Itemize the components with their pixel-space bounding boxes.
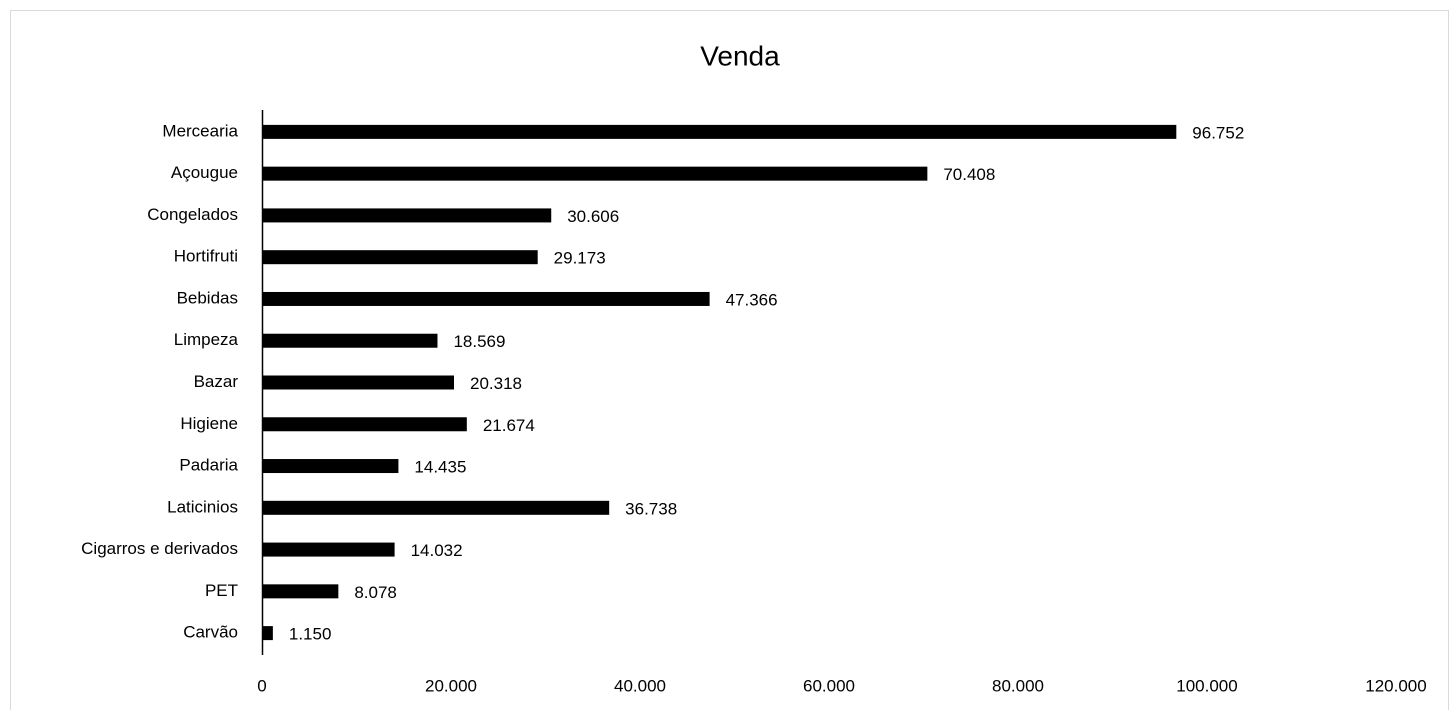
chart-title: Venda [700,40,780,71]
data-label: 1.150 [289,625,332,644]
x-tick-label: 20.000 [425,676,477,695]
bar [262,542,395,557]
x-tick-label: 40.000 [614,676,666,695]
y-tick-label: Higiene [180,414,238,433]
data-label: 30.606 [567,207,619,226]
x-tick-label: 80.000 [992,676,1044,695]
data-label: 70.408 [943,165,995,184]
y-tick-label: PET [205,581,238,600]
bar [262,459,399,474]
data-label: 18.569 [453,332,505,351]
bar [262,333,438,348]
y-tick-label: Mercearia [162,121,238,140]
bar [262,584,339,599]
bar [262,375,455,390]
bar [262,250,538,265]
x-tick-label: 0 [257,676,266,695]
bar [262,124,1177,139]
data-label: 29.173 [554,249,606,268]
bar [262,417,467,432]
bar [262,208,552,223]
y-tick-label: Carvão [183,623,238,642]
x-tick-label: 100.000 [1176,676,1237,695]
bar [262,500,610,515]
y-tick-label: Laticinios [167,497,238,516]
data-label: 47.366 [726,290,778,309]
y-tick-label: Açougue [171,163,238,182]
chart-border [10,10,1449,710]
y-tick-label: Hortifruti [174,247,238,266]
data-label: 20.318 [470,374,522,393]
y-tick-label: Limpeza [174,330,239,349]
y-tick-label: Congelados [147,205,238,224]
y-tick-label: Cigarros e derivados [81,539,238,558]
bar [262,166,928,181]
bar [262,291,710,306]
x-tick-label: 60.000 [803,676,855,695]
data-label: 36.738 [625,499,677,518]
y-tick-label: Bazar [194,372,239,391]
data-label: 14.435 [414,458,466,477]
data-label: 8.078 [354,583,397,602]
x-tick-label: 120.000 [1365,676,1426,695]
data-label: 21.674 [483,416,535,435]
data-label: 96.752 [1192,123,1244,142]
data-label: 14.032 [411,541,463,560]
y-tick-label: Padaria [179,456,238,475]
bar [262,626,273,641]
y-tick-label: Bebidas [177,288,238,307]
